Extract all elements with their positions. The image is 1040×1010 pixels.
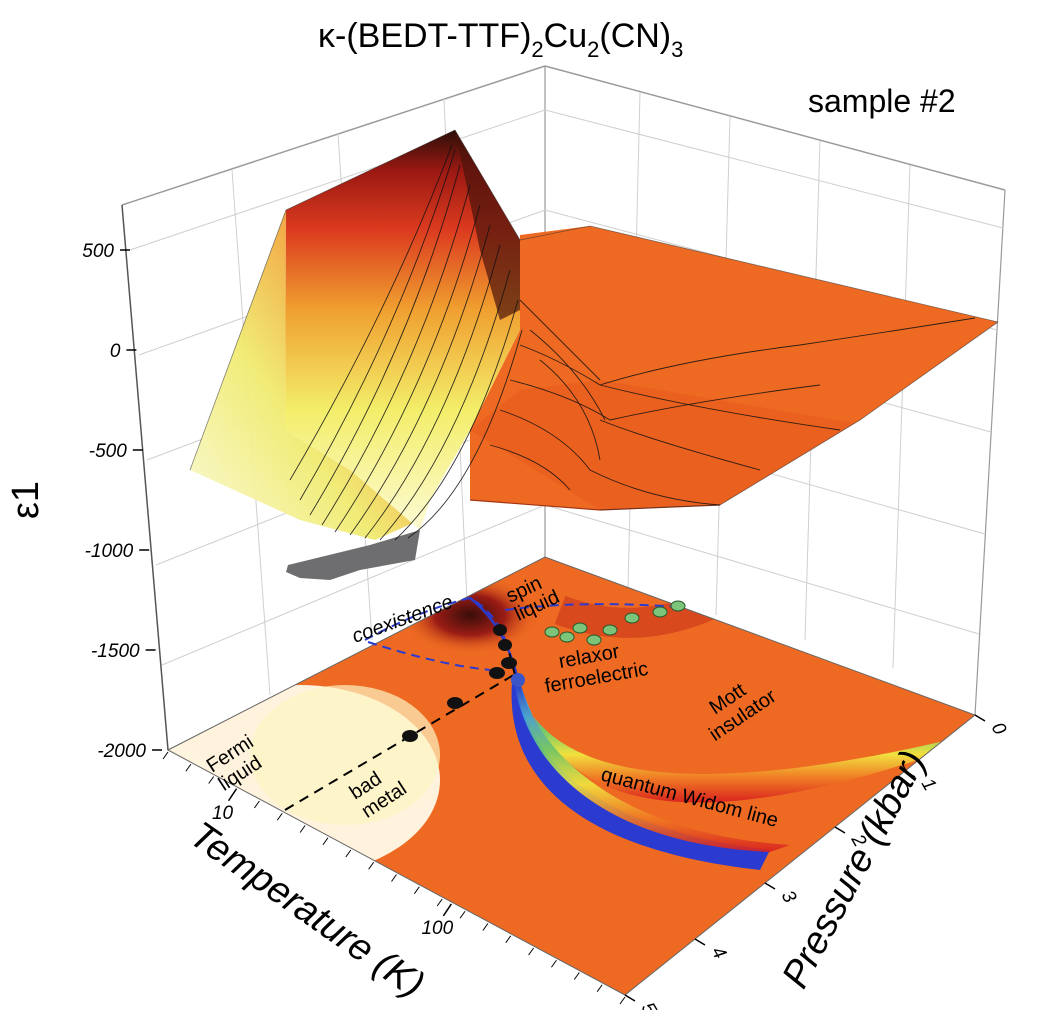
z-tick-label: -1500	[91, 641, 140, 662]
y-tick-mark	[974, 714, 986, 722]
x-minor-tick	[459, 910, 466, 919]
x-minor-tick	[276, 812, 283, 821]
z-tick-label: -500	[89, 441, 127, 462]
x-minor-tick	[413, 886, 420, 895]
y-tick-label: 3	[777, 887, 801, 907]
z-tick-label: 500	[82, 241, 114, 262]
y-tick-label: 0	[987, 719, 1011, 739]
z-tick-label: -2000	[97, 741, 146, 762]
x-minor-tick	[391, 874, 397, 882]
x-minor-tick	[208, 776, 215, 784]
z-tick-label: 0	[110, 341, 121, 362]
x-minor-tick	[551, 959, 557, 968]
y-tick-mark	[694, 938, 706, 946]
svg-text:κ-(BEDT-TTF)2Cu2(CN)3: κ-(BEDT-TTF)2Cu2(CN)3	[318, 17, 683, 62]
label-bad-metal: bad metal	[346, 759, 411, 823]
x-minor-tick	[231, 788, 237, 797]
x-minor-tick	[299, 825, 306, 833]
z-axis-label: ε1	[5, 481, 47, 519]
y-tick-mark	[624, 994, 636, 1002]
x-minor-tick	[619, 996, 626, 1005]
x-minor-tick	[436, 898, 443, 907]
x-minor-tick	[345, 849, 352, 858]
z-tick-label: -1000	[85, 541, 134, 562]
x-tick-mark	[442, 903, 452, 917]
x-minor-tick	[573, 972, 580, 980]
y-tick-mark	[764, 882, 776, 890]
x-minor-tick	[505, 935, 512, 944]
y-tick-label: 4	[707, 943, 730, 963]
y-tick-label: 5	[637, 999, 661, 1010]
x-tick-label: 100	[421, 918, 453, 939]
phase-diagram-floor	[166, 556, 977, 996]
y-tick-mark	[834, 826, 846, 834]
x-tick-label: 10	[212, 803, 234, 824]
sample-annotation: sample #2	[808, 83, 956, 119]
chart-title: κ-(BEDT-TTF)2Cu2(CN)3	[318, 17, 683, 62]
x-minor-tick	[368, 861, 375, 870]
x-minor-tick	[322, 837, 329, 846]
x-minor-tick	[162, 751, 169, 760]
x-minor-tick	[185, 763, 192, 772]
x-minor-tick	[253, 800, 260, 809]
dielectric-surface	[189, 129, 999, 580]
z-axis-ticks: 500 0 -500 -1000 -1500 -2000	[82, 241, 162, 762]
x-minor-tick	[528, 947, 535, 956]
x-minor-tick	[596, 984, 603, 993]
y-tick-mark	[904, 770, 916, 778]
x-minor-tick	[482, 923, 489, 931]
x-axis-ticks: 10 100	[162, 751, 626, 1005]
